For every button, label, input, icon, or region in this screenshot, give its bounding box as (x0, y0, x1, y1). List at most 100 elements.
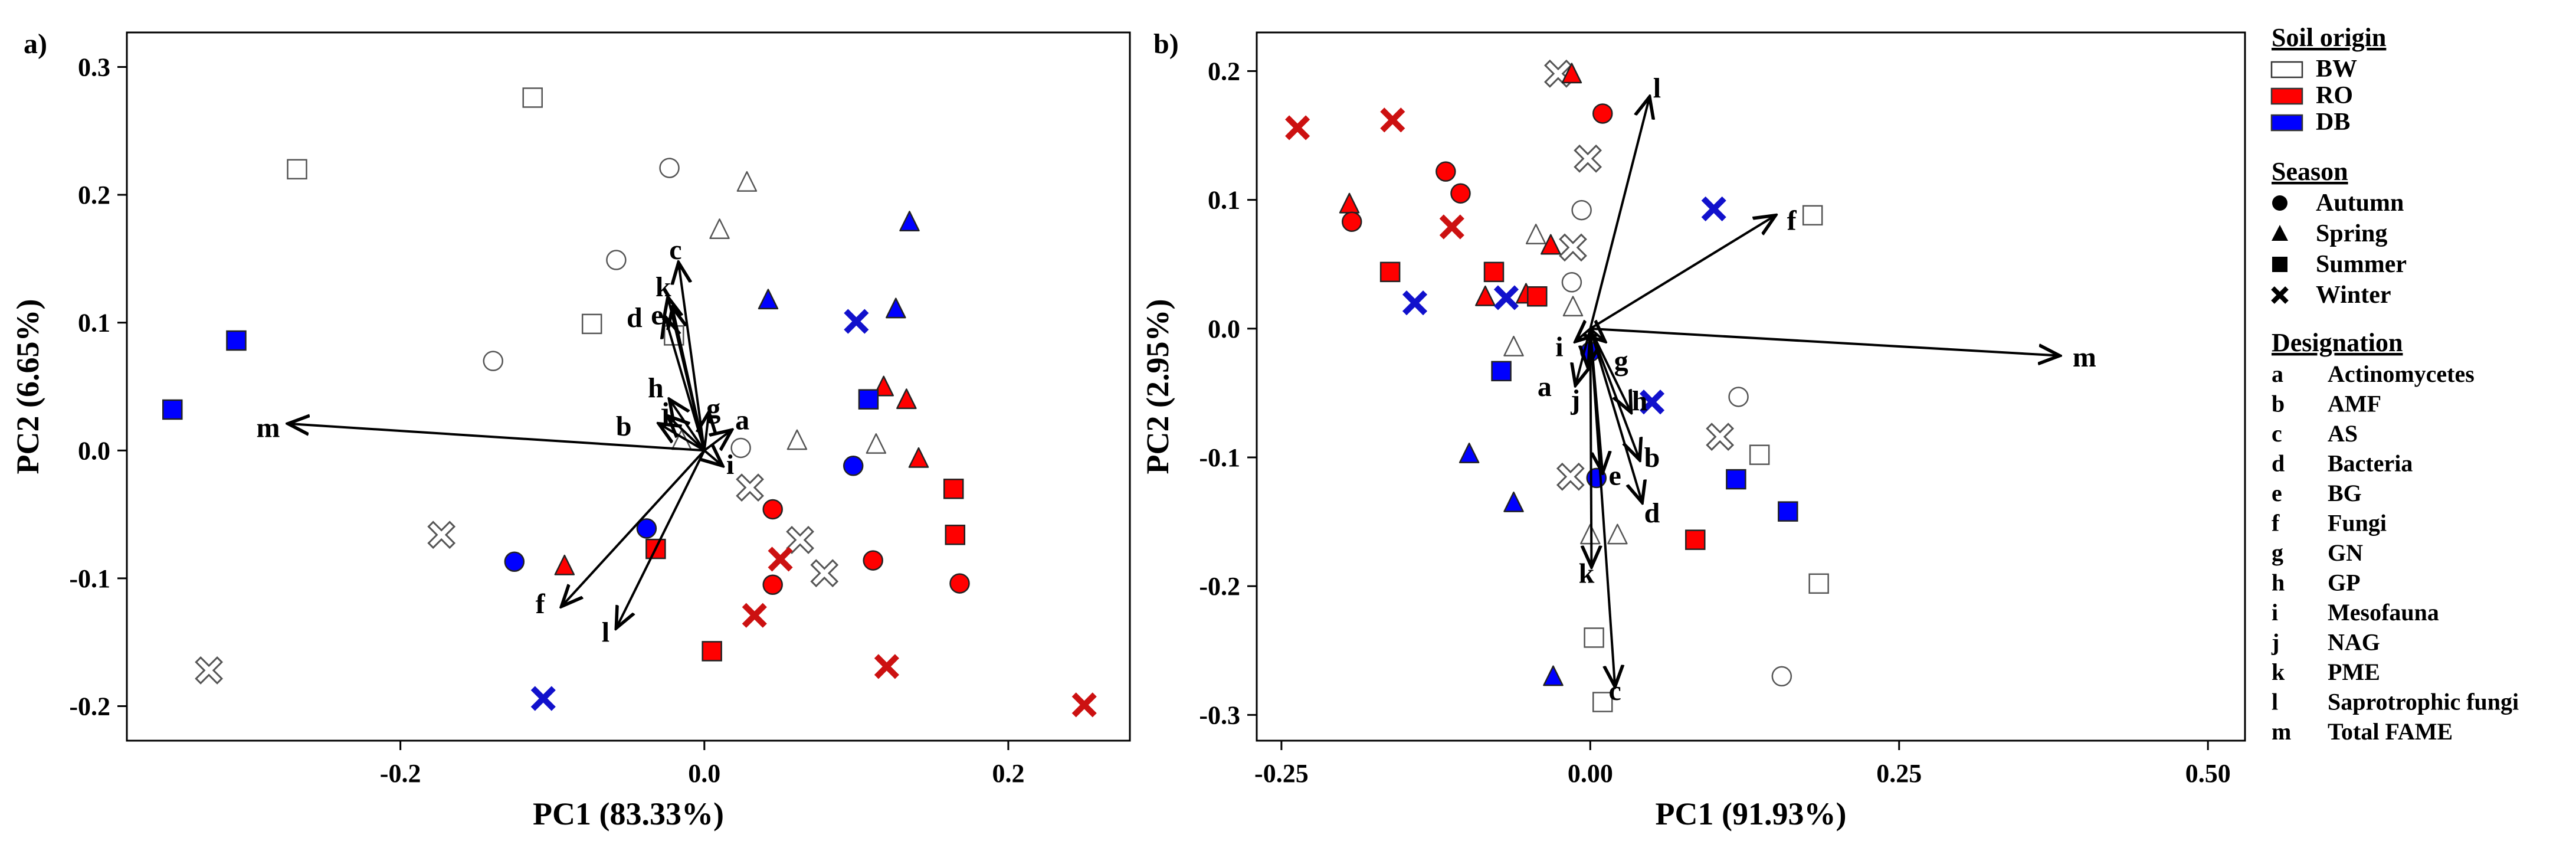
legend-designation-name: PME (2328, 659, 2380, 685)
point-bw-winter-fill (1559, 465, 1582, 489)
legend-season-label: Spring (2316, 220, 2387, 247)
legend-designation-name: AMF (2328, 391, 2381, 417)
loading-arrow-k (1590, 328, 1591, 567)
point-bw-autumn (1561, 272, 1582, 293)
point-ro-autumn (1450, 183, 1471, 204)
y-axis-label: PC2 (6.65%) (10, 299, 45, 475)
legend-designation-name: GP (2328, 570, 2361, 596)
point-bw-winter (786, 526, 814, 554)
point-bw-winter-fill (1708, 425, 1732, 449)
x-tick-label: 0.25 (1876, 759, 1922, 788)
point-ro-winter (1071, 692, 1097, 718)
point-ro-winter (874, 654, 899, 679)
loading-label-l: l (602, 617, 609, 648)
point-ro-summer (945, 525, 966, 545)
point-bw-summer (1749, 444, 1770, 465)
point-db-autumn (504, 551, 525, 572)
point-bw-spring (786, 429, 808, 450)
point-bw-spring (1503, 335, 1524, 356)
x-tick-label: 0.00 (1568, 759, 1613, 788)
point-ro-summer (943, 479, 964, 499)
point-bw-winter (427, 521, 456, 549)
legend-designation-key: i (2272, 599, 2278, 626)
point-db-spring (1459, 443, 1480, 463)
chart-panels: a) -0.2 0.0 0.2 -0.2 -0.1 0.0 0.1 0.2 0.3 PC1 (83.… (10, 28, 2246, 832)
legend-designation-name: NAG (2328, 629, 2380, 656)
x-tick-label: 0.0 (688, 759, 720, 788)
point-db-spring (758, 289, 779, 310)
point-db-spring (899, 211, 920, 232)
legend-designation-key: b (2272, 391, 2285, 417)
point-ro-autumn (762, 574, 783, 595)
loading-arrow-f (562, 449, 706, 606)
point-db-winter (1493, 285, 1519, 310)
point-ro-spring (1475, 285, 1496, 306)
point-db-winter (530, 686, 556, 711)
legend-designation-name: Bacteria (2328, 450, 2413, 477)
y-tick-label: -0.2 (69, 692, 110, 721)
legend-soil-swatch-ro (2270, 87, 2303, 105)
point-bw-winter (1556, 462, 1585, 491)
point-db-winter (844, 309, 869, 334)
data-points (1285, 59, 1829, 712)
loading-arrow-k (668, 297, 706, 451)
point-ro-winter (742, 603, 767, 628)
point-bw-winter-fill (197, 659, 221, 682)
point-db-spring (1543, 665, 1564, 686)
point-db-autumn (843, 456, 864, 476)
point-db-summer (1778, 501, 1798, 522)
x-tick-label: -0.2 (380, 759, 421, 788)
y-tick-label: 0.3 (78, 53, 110, 81)
point-db-summer (1726, 469, 1746, 490)
point-db-summer (1491, 361, 1512, 382)
loading-arrow-m (1590, 327, 2060, 356)
point-bw-summer (522, 87, 543, 108)
point-ro-winter (768, 547, 793, 572)
loading-label-d: d (1644, 498, 1660, 529)
y-tick-label: -0.2 (1199, 572, 1240, 601)
y-tick-label: 0.1 (78, 309, 110, 338)
loading-label-j: j (660, 397, 670, 428)
loading-label-a: a (1538, 371, 1552, 402)
point-ro-autumn (1436, 161, 1456, 182)
point-bw-summer (581, 313, 602, 335)
point-bw-summer (287, 159, 307, 180)
legend-designation-name: GN (2328, 539, 2363, 566)
loading-label-e: e (651, 300, 663, 331)
legend-soil-swatch-db (2270, 114, 2303, 132)
legend-cross-icon (2271, 286, 2289, 304)
point-bw-spring (1607, 523, 1628, 545)
point-db-autumn (636, 518, 657, 539)
loading-label-j: j (1570, 384, 1580, 415)
point-ro-spring (1561, 63, 1582, 84)
point-db-summer (162, 399, 183, 420)
point-db-spring (886, 297, 906, 319)
point-ro-spring (873, 375, 894, 397)
point-bw-winter-fill (1576, 147, 1600, 171)
point-ro-winter (1285, 115, 1310, 140)
loading-arrow-i (704, 450, 723, 466)
plot-frame (1256, 31, 2246, 742)
y-tick-label: 0.0 (78, 436, 110, 465)
legend-soil-label: RO (2316, 82, 2353, 109)
point-bw-winter-fill (430, 523, 453, 547)
point-bw-summer (1584, 627, 1604, 648)
panel-label: a) (24, 28, 47, 60)
y-tick-label: 0.0 (1208, 315, 1240, 343)
point-bw-winter-fill (812, 561, 836, 585)
loading-label-b: b (1644, 442, 1660, 473)
legend-soil-label: BW (2316, 55, 2357, 83)
point-bw-winter (195, 656, 223, 685)
loading-arrow-g (704, 412, 709, 451)
loading-label-f: f (536, 588, 546, 620)
point-ro-summer (702, 641, 722, 662)
point-bw-summer (1802, 205, 1823, 226)
legend-designation-name: BG (2328, 480, 2362, 506)
loading-label-c: c (1609, 675, 1621, 706)
point-bw-autumn (1728, 387, 1749, 407)
point-bw-spring (709, 218, 730, 240)
point-ro-summer (1685, 529, 1706, 550)
loading-arrows: a b c de f gh ij k l m (1538, 73, 2096, 706)
loading-arrow-f (1589, 215, 1775, 330)
legend-soil-label: DB (2316, 109, 2350, 136)
